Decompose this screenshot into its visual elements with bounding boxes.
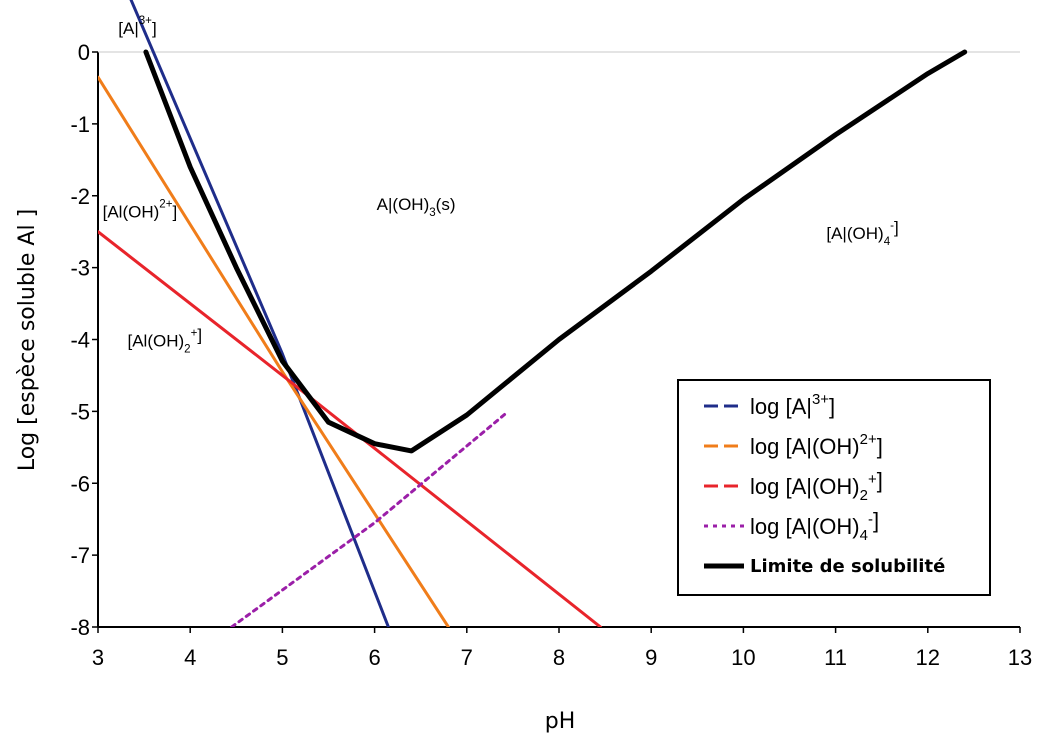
annotation-aloh3-tail: (s) [436, 195, 456, 214]
series-line-2 [98, 230, 602, 627]
legend-label-2: log [A|(OH)2+] [750, 468, 883, 504]
x-tick-label: 5 [276, 645, 288, 670]
annotation-aloh4-tail: ] [894, 218, 899, 237]
legend-label-0-sup: 3+ [812, 391, 829, 408]
series-layer [98, 0, 968, 627]
legend-label-1-main: log [A|(OH) [750, 434, 860, 459]
x-tick-label: 11 [824, 645, 847, 670]
annotation-aloh4-sup: - [890, 220, 894, 232]
annotation-aloh4-main: [A|(OH) [826, 224, 883, 243]
annotation-aloh2-sub: 2 [184, 344, 190, 356]
y-tick-label: 0 [78, 40, 90, 65]
annotation-aloh: [Al(OH)2+] [103, 198, 178, 221]
y-tick-label: -3 [70, 256, 90, 281]
series-line-0 [129, 0, 390, 627]
annotation-layer: [A|3+][Al(OH)2+][Al(OH)2+]A|(OH)3(s)[A|(… [103, 15, 899, 356]
annotation-aloh-tail: ] [172, 202, 177, 221]
x-tick-label: 9 [645, 645, 657, 670]
y-tick-label: -6 [70, 471, 90, 496]
annotation-aloh-main: [Al(OH) [103, 202, 160, 221]
legend-label-4: Limite de solubilité [750, 556, 945, 577]
annotation-al3-main: [A| [118, 19, 138, 38]
y-tick-label: -1 [70, 112, 90, 137]
x-tick-label: 12 [916, 645, 940, 670]
legend-label-0-tail: ] [829, 394, 835, 419]
series-line-3 [230, 409, 510, 627]
x-tick-label: 4 [184, 645, 196, 670]
annotation-aloh3-main: A|(OH) [377, 195, 430, 214]
y-axis-label: Log [espèce soluble Al ] [15, 209, 40, 471]
annotation-aloh4: [A|(OH)4 -] [826, 218, 898, 248]
axes: 3 4 5 6 7 8 9 10 11 12 130-1-2-3-4-5-6-7-8 [70, 40, 1032, 670]
legend-label-2-sup: + [868, 471, 877, 488]
legend-label-1: log [A|(OH)2+] [750, 431, 883, 459]
x-tick-label: 8 [553, 645, 565, 670]
x-tick-label: 7 [461, 645, 473, 670]
annotation-al3: [A|3+] [118, 15, 156, 38]
annotation-al3-sup: 3+ [139, 15, 152, 27]
annotation-al3-tail: ] [152, 19, 157, 38]
legend-label-1-sup: 2+ [860, 431, 877, 448]
series-line-1 [98, 75, 450, 627]
legend-label-1-tail: ] [877, 434, 883, 459]
annotation-aloh4-sub: 4 [884, 236, 891, 248]
y-tick-label: -2 [70, 184, 90, 209]
annotation-aloh2-sup: + [191, 328, 198, 340]
x-tick-label: 10 [731, 645, 755, 670]
annotation-aloh2-main: [Al(OH) [128, 332, 185, 351]
y-tick-label: -4 [70, 328, 90, 353]
legend-label-3-main: log [A|(OH) [750, 514, 860, 539]
y-tick-label: -7 [70, 543, 90, 568]
annotation-aloh-sup: 2+ [159, 198, 172, 210]
x-axis-label: pH [545, 709, 576, 734]
x-tick-label: 13 [1008, 645, 1032, 670]
legend-label-2-main: log [A|(OH) [750, 474, 860, 499]
x-tick-label: 3 [92, 645, 104, 670]
x-tick-label: 6 [368, 645, 380, 670]
annotation-aloh2: [Al(OH)2+] [128, 326, 203, 356]
series-line-4 [143, 49, 968, 454]
annotation-aloh3-sub: 3 [429, 207, 435, 219]
legend-label-3-sup: - [868, 511, 873, 528]
y-tick-label: -8 [70, 615, 90, 640]
legend-label-3-tail: ] [873, 508, 879, 533]
legend: log [A|3+]log [A|(OH)2+]log [A|(OH)2+]lo… [677, 379, 991, 596]
legend-label-0-main: log [A| [750, 394, 812, 419]
annotation-aloh3: A|(OH)3(s) [377, 195, 456, 219]
legend-label-2-sub: 2 [860, 487, 868, 504]
y-tick-label: -5 [70, 399, 90, 424]
legend-label-2-tail: ] [877, 468, 883, 493]
legend-label-3-sub: 4 [860, 527, 868, 544]
legend-label-3: log [A|(OH)4-] [750, 508, 879, 544]
legend-label-0: log [A|3+] [750, 391, 835, 419]
annotation-aloh2-tail: ] [197, 326, 202, 345]
